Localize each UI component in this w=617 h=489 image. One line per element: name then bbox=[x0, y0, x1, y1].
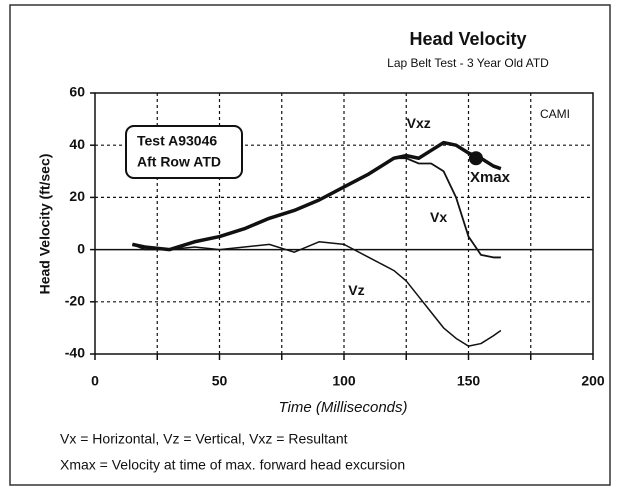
footer-line: Vx = Horizontal, Vz = Vertical, Vxz = Re… bbox=[60, 431, 348, 447]
y-tick-label: -20 bbox=[65, 293, 85, 309]
x-tick-label: 150 bbox=[457, 373, 481, 389]
x-tick-label: 100 bbox=[332, 373, 356, 389]
footer-line: Xmax = Velocity at time of max. forward … bbox=[60, 457, 405, 473]
series-label: Vx bbox=[430, 209, 447, 225]
test-label: Test A93046 bbox=[137, 133, 217, 149]
y-tick-label: 20 bbox=[69, 188, 85, 204]
chart-subtitle: Lap Belt Test - 3 Year Old ATD bbox=[387, 56, 549, 70]
y-tick-label: 60 bbox=[69, 84, 85, 100]
series-label: Vxz bbox=[407, 115, 431, 131]
test-box bbox=[125, 125, 243, 179]
y-axis-label: Head Velocity (ft/sec) bbox=[37, 154, 53, 295]
xmax-label: Xmax bbox=[470, 169, 511, 186]
frame bbox=[9, 4, 611, 486]
series-line bbox=[132, 241, 502, 347]
x-tick-label: 50 bbox=[212, 373, 228, 389]
test-label: Aft Row ATD bbox=[137, 154, 221, 170]
x-tick-label: 200 bbox=[581, 373, 605, 389]
xmax-marker bbox=[468, 151, 483, 166]
series-label: Vz bbox=[348, 282, 364, 298]
y-tick-label: 40 bbox=[69, 136, 85, 152]
y-tick-label: -40 bbox=[65, 345, 85, 361]
series-line bbox=[132, 157, 501, 259]
x-axis-label: Time (Milliseconds) bbox=[278, 399, 407, 416]
chart-title: Head Velocity bbox=[409, 29, 526, 49]
x-tick-label: 0 bbox=[91, 373, 99, 389]
y-tick-label: 0 bbox=[77, 240, 85, 256]
source-label: CAMI bbox=[540, 107, 570, 121]
